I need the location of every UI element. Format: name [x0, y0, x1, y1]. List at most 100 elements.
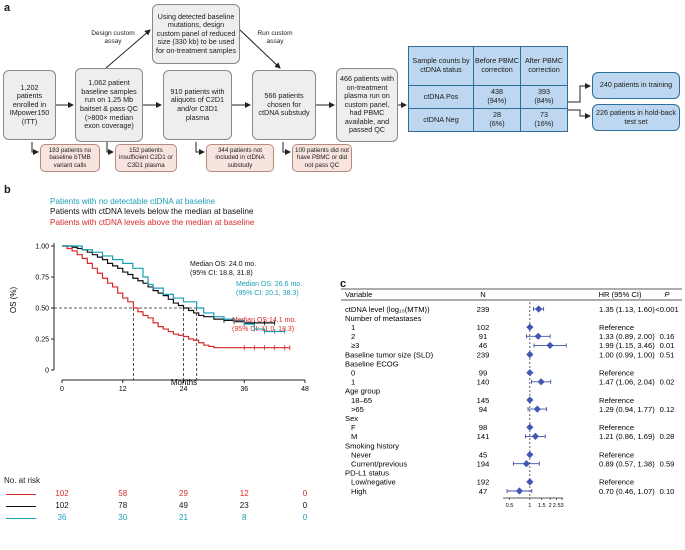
forest-xtick-label: 2	[549, 503, 552, 509]
forest-row-hr: Reference	[599, 450, 634, 459]
forest-row-n: 145	[477, 396, 490, 405]
forest-row-hr: Reference	[599, 478, 634, 487]
forest-row-hr: 1.33 (0.89, 2.00)	[599, 332, 655, 341]
forest-estimate-diamond	[526, 369, 534, 377]
exclusion-box-2: 152 patients insufficient C2D1 or C3D1 p…	[115, 144, 177, 172]
median-red-line1: Median OS:14.1 mo.	[232, 317, 296, 324]
forest-col-n: N	[480, 290, 485, 299]
risk-swatch-red	[6, 494, 36, 495]
forest-row-variable: Baseline tumor size (SLD)	[345, 350, 434, 359]
forest-row-n: 46	[479, 341, 487, 350]
km-xtick-label: 36	[240, 386, 248, 393]
panel-c-label: c	[340, 278, 347, 290]
km-axes: 0 0.25 0.50 0.75 1.00 0 12 24 36 48	[35, 243, 309, 393]
median-red-line2: (95% CI: 11.0, 18.3)	[232, 326, 294, 333]
forest-row-hr: 1.47 (1.06, 2.04)	[599, 378, 655, 387]
km-xtick-label: 0	[60, 386, 64, 393]
risk-cell: 8	[242, 513, 247, 522]
risk-cell: 58	[118, 489, 128, 498]
legend-above-median: Patients with ctDNA levels above the med…	[50, 217, 255, 227]
forest-col-variable: Variable	[345, 290, 372, 299]
forest-row-n: 98	[479, 423, 487, 432]
forest-xtick-label: 3	[560, 503, 563, 509]
risk-cell: 102	[55, 501, 69, 510]
flow-box-substudy: 566 patients chosen for ctDNA substudy	[252, 70, 316, 140]
risk-title: No. at risk	[4, 476, 41, 485]
forest-estimate-diamond	[526, 396, 534, 404]
forest-row-hr: 0.70 (0.46, 1.07)	[599, 487, 655, 496]
flow-box-custom-panel: Using detected baseline mutations, desig…	[152, 4, 240, 64]
forest-row-n: 94	[479, 405, 487, 414]
forest-row-variable: 1	[351, 378, 355, 387]
forest-row-variable: 0	[351, 369, 355, 378]
forest-estimate-diamond	[526, 451, 534, 459]
km-ylabel: OS (%)	[9, 287, 18, 314]
forest-row-hr: 1.00 (0.99, 1.00)	[599, 350, 655, 359]
median-blue-line1: Median OS: 26.6 mo.	[236, 281, 302, 288]
forest-col-hr: HR (95% CI)	[598, 290, 642, 299]
forest-estimate-diamond	[533, 405, 541, 413]
forest-row-p: 0.10	[660, 487, 675, 496]
forest-row-variable: Never	[351, 450, 372, 459]
forest-estimate-diamond	[526, 323, 534, 331]
risk-cell: 0	[302, 513, 308, 522]
label-run-assay: Run custom assay	[257, 30, 293, 45]
forest-row-p: 0.28	[660, 432, 675, 441]
km-xtick-label: 24	[180, 386, 188, 393]
forest-row-p: 0.16	[660, 332, 675, 341]
forest-row-p: 0.51	[660, 350, 675, 359]
risk-cell: 29	[179, 489, 188, 498]
km-ytick-label: 0.25	[35, 337, 49, 344]
table-cell-neg-after: 73 (16%)	[520, 108, 568, 132]
forest-row-variable: F	[351, 423, 356, 432]
forest-estimate-diamond	[522, 460, 531, 468]
arrow-excl-4	[282, 142, 291, 155]
risk-swatch-black	[6, 506, 36, 507]
forest-row-variable: Low/negative	[351, 478, 396, 487]
arrow-design	[105, 29, 151, 69]
forest-row-variable: 18–65	[351, 396, 372, 405]
table-cell-neg-before: 28 (6%)	[473, 108, 521, 132]
forest-row-p: 0.02	[660, 378, 675, 387]
flow-box-enrolled: 1,202 patients enrolled in IMpower150 (I…	[3, 70, 56, 140]
forest-row-variable: ≥3	[351, 341, 359, 350]
forest-row-n: 47	[479, 487, 487, 496]
km-ytick-label: 0	[45, 368, 49, 375]
exclusion-box-1: 183 patients no baseline bTMB variant ca…	[40, 144, 100, 172]
legend-below-median: Patients with ctDNA levels below the med…	[50, 207, 254, 217]
table-row-neg-label: ctDNA Neg	[408, 108, 474, 132]
risk-cell: 23	[239, 501, 249, 510]
forest-row-p: 0.12	[660, 405, 675, 414]
forest-estimate-diamond	[526, 423, 534, 431]
forest-xtick-label: 1.5	[538, 503, 546, 509]
forest-estimate-diamond	[537, 378, 545, 386]
forest-row-n: 99	[479, 369, 487, 378]
panel-a-label: a	[4, 2, 11, 14]
forest-estimate-diamond	[534, 332, 542, 340]
forest-row-hr: 1.21 (0.86, 1.69)	[599, 432, 655, 441]
arrow-test	[568, 109, 591, 119]
forest-col-p: P	[664, 290, 670, 299]
flow-box-baseline: 1,062 patient baseline samples run on 1.…	[75, 68, 143, 142]
forest-row-hr: Reference	[599, 323, 634, 332]
arrow-excl-2	[106, 142, 114, 155]
forest-row-p: 0.01	[660, 341, 675, 350]
forest-row-variable: PD-L1 status	[345, 469, 389, 478]
risk-cell: 30	[118, 513, 128, 522]
forest-row-variable: 2	[351, 332, 355, 341]
risk-cell: 0	[302, 501, 308, 510]
km-curves	[62, 245, 291, 351]
forest-row-n: 141	[477, 432, 490, 441]
panel-b-label: b	[4, 184, 11, 196]
forest-row-hr: 0.89 (0.57, 1.38)	[599, 460, 655, 469]
arrow-train	[568, 83, 591, 103]
forest-row-hr: Reference	[599, 423, 634, 432]
km-xtick-label: 12	[119, 386, 127, 393]
forest-row-n: 239	[477, 350, 490, 359]
forest-row-hr: Reference	[599, 396, 634, 405]
forest-row-n: 45	[479, 450, 487, 459]
forest-row-n: 140	[477, 378, 490, 387]
panel-a-arrows	[31, 29, 591, 155]
km-xtick-label: 48	[301, 386, 309, 393]
